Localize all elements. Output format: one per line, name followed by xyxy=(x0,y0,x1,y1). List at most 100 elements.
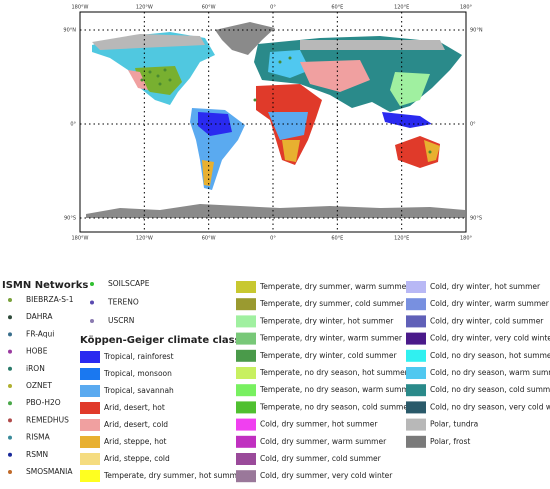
climate-name: Cold, no dry season, warm summer xyxy=(430,368,550,377)
climate-swatch xyxy=(236,367,256,379)
network-name: PBO-H2O xyxy=(26,398,61,407)
network-name: FR-Aqui xyxy=(26,329,54,338)
bottom-label: 0° xyxy=(270,236,276,242)
network-marker xyxy=(8,470,12,474)
legend: ISMN Networks Köppen-Geiger climate clas… xyxy=(2,279,550,483)
network-marker xyxy=(90,319,94,323)
climate-title: Köppen-Geiger climate classes xyxy=(80,335,253,346)
network-name: TERENO xyxy=(107,298,139,307)
climate-swatch xyxy=(80,368,100,380)
climate-swatch xyxy=(236,384,256,397)
patagonia xyxy=(202,160,214,186)
climate-name: Temperate, dry winter, warm summer xyxy=(259,334,403,343)
australia-east xyxy=(424,140,440,162)
network-name: DAHRA xyxy=(26,312,53,321)
climate-swatch xyxy=(236,418,256,431)
antarctica xyxy=(86,204,465,218)
climate-swatch xyxy=(236,349,256,362)
climate-swatch xyxy=(236,281,256,293)
network-marker xyxy=(8,418,12,423)
network-name: RISMA xyxy=(26,433,51,442)
climate-swatch xyxy=(406,349,426,362)
network-name: SOILSCAPE xyxy=(108,279,150,288)
east-asia xyxy=(390,72,430,106)
network-name: SMOSMANIA xyxy=(26,467,73,476)
climate-swatch xyxy=(80,402,100,414)
network-name: iRON xyxy=(26,364,45,373)
network-marker xyxy=(8,332,12,337)
left-label: 90°N xyxy=(63,28,76,34)
left-label: 0° xyxy=(70,122,76,128)
network-marker xyxy=(90,300,94,305)
climate-swatch xyxy=(406,418,426,431)
climate-name: Arid, desert, hot xyxy=(104,403,165,412)
climate-swatch xyxy=(80,436,100,448)
right-label: 90°S xyxy=(470,216,482,222)
top-label: 180°W xyxy=(72,5,89,11)
climate-name: Cold, dry summer, very cold winter xyxy=(260,471,393,480)
climate-swatch xyxy=(80,470,100,482)
climate-name: Arid, steppe, hot xyxy=(104,437,167,446)
central-asia xyxy=(300,60,370,92)
climate-name: Cold, dry winter, very cold winter xyxy=(430,334,550,343)
europe xyxy=(268,50,310,78)
climate-name: Temperate, no dry season, hot summer xyxy=(259,368,409,377)
bottom-label: 180° xyxy=(460,236,473,242)
climate-swatch xyxy=(236,453,256,465)
climate-name: Cold, dry summer, warm summer xyxy=(260,437,387,446)
network-marker xyxy=(8,401,12,406)
climate-name: Cold, dry winter, cold summer xyxy=(430,316,544,325)
climate-swatch xyxy=(236,435,256,448)
climate-name: Temperate, dry summer, hot summer xyxy=(103,471,246,480)
climate-name: Polar, frost xyxy=(430,437,470,446)
climate-name: Temperate, dry winter, hot summer xyxy=(259,316,394,325)
top-label: 180° xyxy=(460,5,473,11)
climate-name: Cold, dry winter, warm summer xyxy=(430,299,550,308)
bottom-label: 120°W xyxy=(136,236,153,242)
climate-swatch xyxy=(406,384,426,397)
top-label: 120°E xyxy=(394,5,409,11)
us-west xyxy=(128,70,148,90)
climate-name: Cold, no dry season, cold summer xyxy=(430,385,550,394)
climate-swatch xyxy=(406,367,426,379)
climate-name: Cold, no dry season, very cold winter xyxy=(430,402,550,411)
top-label: 0° xyxy=(270,5,276,11)
top-label: 60°W xyxy=(202,5,216,11)
siberia-tundra xyxy=(300,40,445,50)
right-label: 0° xyxy=(470,122,476,128)
climate-swatch xyxy=(236,401,256,414)
network-marker xyxy=(8,435,12,440)
climate-name: Arid, desert, cold xyxy=(104,420,168,429)
right-label: 90°N xyxy=(470,28,483,34)
network-marker xyxy=(8,366,12,371)
network-name: USCRN xyxy=(108,316,134,325)
network-marker xyxy=(90,282,94,286)
graticule: 180°W 120°W 60°W 0° 60°E 120°E 180° 180°W 120°W 6… xyxy=(63,5,482,242)
network-marker xyxy=(8,384,12,388)
stations xyxy=(140,56,432,154)
climate-name: Cold, dry summer, cold summer xyxy=(260,454,382,463)
climate-swatch xyxy=(236,298,256,311)
climate-name: Temperate, dry summer, cold summer xyxy=(259,299,405,308)
climate-swatch xyxy=(406,401,426,414)
network-name: HOBE xyxy=(26,347,48,356)
climate-swatch xyxy=(406,435,426,448)
climate-name: Tropical, monsoon xyxy=(103,369,172,378)
climate-swatch xyxy=(236,470,256,483)
bottom-label: 60°E xyxy=(331,236,343,242)
climate-swatch xyxy=(80,385,100,397)
climate-swatch xyxy=(80,351,100,363)
climate-name: Arid, steppe, cold xyxy=(104,454,170,463)
climate-swatch xyxy=(406,332,426,345)
climate-name: Tropical, rainforest xyxy=(103,352,174,361)
south-africa xyxy=(282,140,300,162)
networks-title: ISMN Networks xyxy=(2,280,88,291)
climate-name: Cold, no dry season, hot summer xyxy=(430,351,550,360)
climate-name: Polar, tundra xyxy=(430,420,478,429)
network-name: RSMN xyxy=(26,450,48,459)
indonesia xyxy=(382,112,432,128)
top-label: 120°W xyxy=(136,5,153,11)
network-name: OZNET xyxy=(26,381,52,390)
network-marker xyxy=(8,349,12,354)
